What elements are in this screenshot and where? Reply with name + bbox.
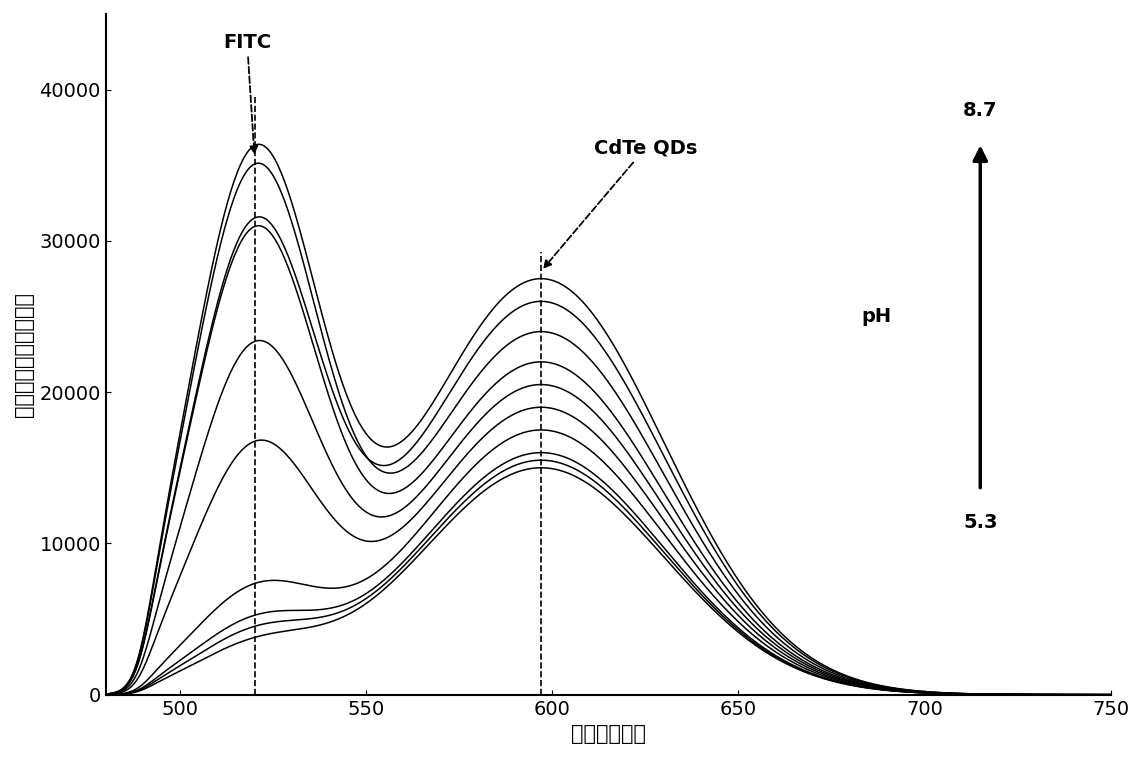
Text: 8.7: 8.7 xyxy=(964,101,998,120)
Text: 5.3: 5.3 xyxy=(964,513,998,532)
Text: pH: pH xyxy=(861,307,892,326)
X-axis label: 波长（纳米）: 波长（纳米） xyxy=(570,724,646,744)
Y-axis label: 荧光强度（标准单位）: 荧光强度（标准单位） xyxy=(14,292,34,417)
Text: FITC: FITC xyxy=(223,33,271,153)
Text: CdTe QDs: CdTe QDs xyxy=(544,139,697,268)
